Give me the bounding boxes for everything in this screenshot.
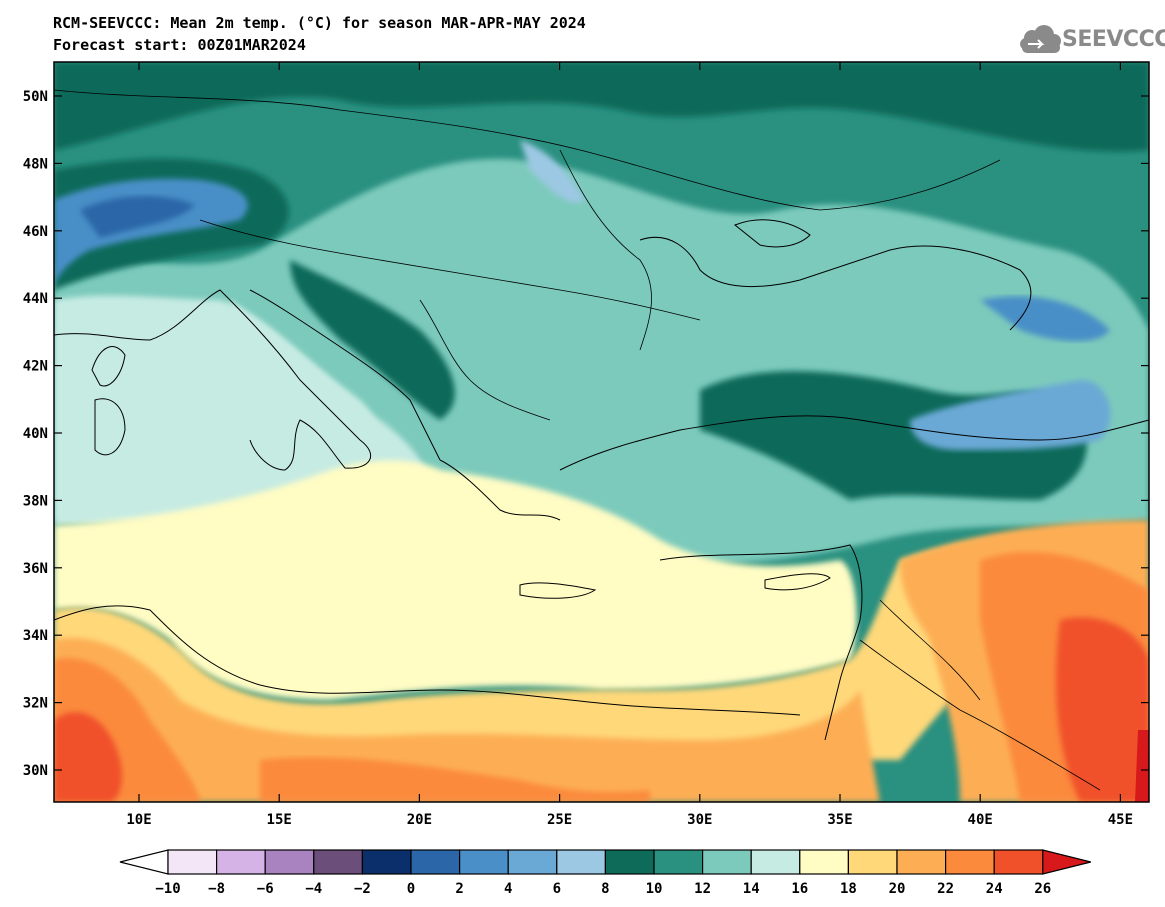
field-24-26-east <box>1056 617 1149 802</box>
colorbar-over-arrow <box>1042 849 1091 875</box>
field-18-20-africa <box>54 536 1070 760</box>
latitude-axis: 50N 48N 46N 44N 42N 40N 38N 36N 34N 32N 30N <box>23 89 1149 779</box>
colorbar-swatch <box>264 849 315 875</box>
lat-label: 48N <box>23 156 48 172</box>
cloud-icon <box>1020 25 1061 53</box>
country-borders <box>54 89 1101 791</box>
colorbar-label: 12 <box>694 881 711 897</box>
lon-label: 20E <box>407 812 432 828</box>
colorbar-label: 2 <box>455 881 463 897</box>
colorbar-swatch <box>556 849 606 875</box>
lat-label: 30N <box>23 763 48 779</box>
colorbar-label: −10 <box>155 881 180 897</box>
colorbar-label: 10 <box>646 881 663 897</box>
colorbar-label: 0 <box>407 881 415 897</box>
lon-label: 30E <box>687 812 712 828</box>
lat-label: 46N <box>23 224 48 240</box>
lon-label: 45E <box>1108 812 1133 828</box>
colorbar-label: −6 <box>257 881 274 897</box>
field-over-26 <box>1135 730 1149 802</box>
lat-label: 36N <box>23 561 48 577</box>
colorbar-swatch <box>750 849 801 875</box>
colorbar-swatch <box>361 849 412 875</box>
colorbar-swatch <box>410 849 461 875</box>
field-cold-caucasus <box>980 296 1110 342</box>
lat-label: 50N <box>23 89 48 105</box>
colorbar-swatch <box>701 849 752 875</box>
colorbar-swatch <box>993 849 1044 875</box>
field-22-24-south <box>260 757 650 802</box>
field-cold-carpathians <box>520 140 585 203</box>
lon-label: 10E <box>126 812 151 828</box>
colorbar-swatch <box>896 849 947 875</box>
colorbar-under-arrow <box>119 849 169 875</box>
field-cold-eastern-turkey <box>910 380 1111 450</box>
lon-label: 25E <box>547 812 572 828</box>
colorbar-swatch <box>507 849 558 875</box>
colorbar-swatch <box>944 849 995 875</box>
colorbar: −10 −8 −6 −4 −2 0 2 4 6 8 10 12 14 16 18 20 22 24 26 <box>119 849 1091 897</box>
colorbar-label: 6 <box>553 881 561 897</box>
field-14-16-italy <box>54 295 433 525</box>
colorbar-label: 8 <box>601 881 609 897</box>
temperature-field <box>54 62 1149 802</box>
lat-label: 40N <box>23 426 48 442</box>
lat-label: 32N <box>23 696 48 712</box>
logo-text: SEEVCCC <box>1062 27 1165 52</box>
colorbar-swatch <box>216 849 266 875</box>
field-very-cold-alps <box>80 195 195 238</box>
lon-label: 35E <box>827 812 852 828</box>
colorbar-label: 20 <box>889 881 906 897</box>
colorbar-swatch <box>167 849 218 875</box>
colorbar-label: 14 <box>743 881 760 897</box>
lat-label: 38N <box>23 493 48 509</box>
colorbar-label: 26 <box>1034 881 1051 897</box>
colorbar-label: −2 <box>354 881 371 897</box>
colorbar-label: 22 <box>937 881 954 897</box>
lat-label: 42N <box>23 359 48 375</box>
colorbar-label: 18 <box>840 881 857 897</box>
lat-label: 44N <box>23 291 48 307</box>
colorbar-label: −8 <box>208 881 225 897</box>
field-16-18-sea <box>54 460 857 700</box>
map-title: RCM-SEEVCCC: Mean 2m temp. (°C) for seas… <box>53 14 586 32</box>
lon-label: 40E <box>968 812 993 828</box>
colorbar-label: −4 <box>305 881 322 897</box>
lon-label: 15E <box>267 812 292 828</box>
field-24-26-west <box>54 712 122 802</box>
colorbar-swatch <box>799 849 849 875</box>
colorbar-label: 16 <box>791 881 808 897</box>
longitude-axis: 10E 15E 20E 25E 30E 35E 40E 45E <box>126 62 1133 828</box>
map-frame <box>53 61 1150 803</box>
colorbar-label: 24 <box>986 881 1003 897</box>
field-8-10-north <box>54 62 1149 152</box>
colorbar-swatch <box>653 849 704 875</box>
coastlines <box>54 219 1149 741</box>
colorbar-swatch <box>459 849 509 875</box>
colorbar-label: 4 <box>504 881 512 897</box>
lat-label: 34N <box>23 628 48 644</box>
seevccc-logo <box>1020 25 1061 53</box>
colorbar-swatch <box>847 849 898 875</box>
colorbar-swatch <box>604 849 655 875</box>
field-14-16-adriatic <box>230 300 375 450</box>
forecast-start: Forecast start: 00Z01MAR2024 <box>53 36 306 54</box>
field-8-10-balkans <box>290 260 455 420</box>
colorbar-swatch <box>313 849 363 875</box>
